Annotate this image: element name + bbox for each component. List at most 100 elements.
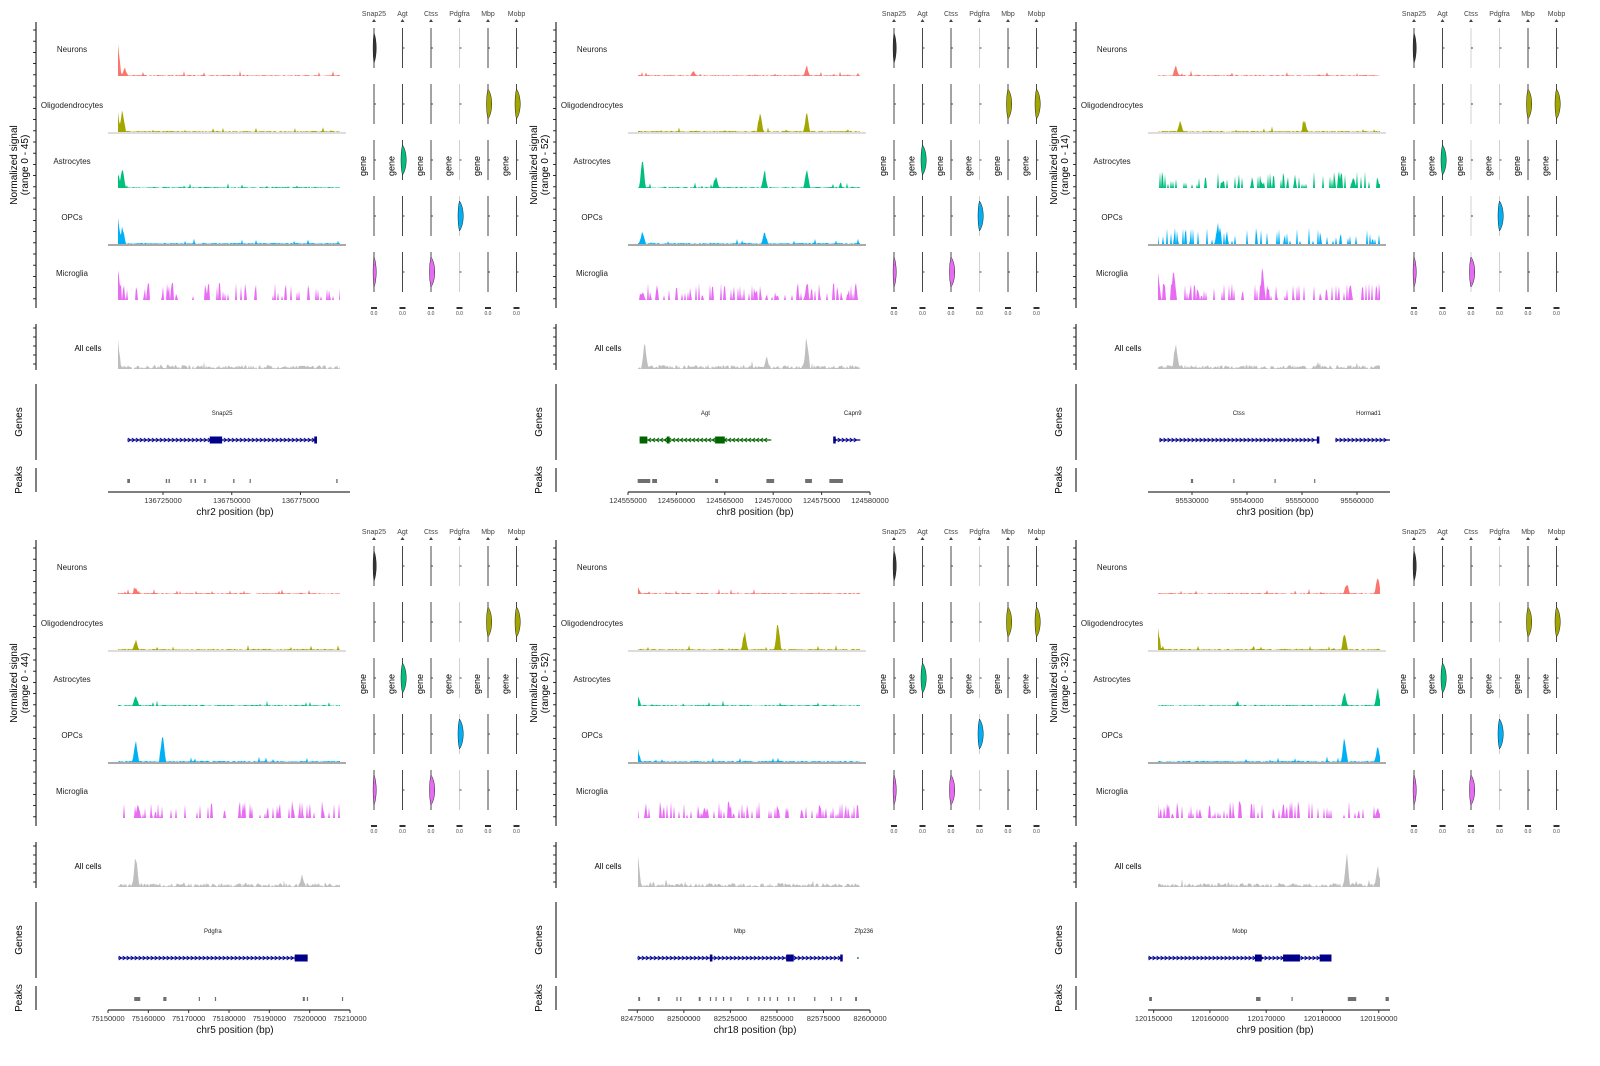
- strand-arrow: [1188, 955, 1193, 961]
- x-tick-label: 82550000: [760, 1014, 793, 1023]
- strand-arrow: [178, 955, 183, 961]
- strand-arrow: [777, 955, 782, 961]
- violin-header-ctss: Ctss: [944, 529, 959, 536]
- strand-arrow: [733, 955, 738, 961]
- strand-arrow: [250, 955, 255, 961]
- genes-track-label: Genes: [534, 407, 545, 436]
- violin-axis-label: gene: [415, 156, 425, 176]
- peak-region: [747, 997, 749, 1001]
- violin-axis-label: gene: [1398, 674, 1408, 694]
- peak-region: [638, 997, 641, 1001]
- strand-arrow: [701, 955, 706, 961]
- x-tick-label: 136725000: [144, 496, 182, 505]
- strand-arrow: [1176, 955, 1181, 961]
- gene-exon: [786, 954, 794, 962]
- strand-arrow: [1251, 437, 1256, 443]
- strand-arrow: [295, 437, 300, 443]
- violin-axis-tick-label: 0.0: [1411, 311, 1418, 317]
- gene-label: Mobp: [1232, 929, 1248, 935]
- strand-arrow: [1187, 437, 1192, 443]
- strand-arrow: [166, 955, 171, 961]
- gene-exon: [639, 436, 648, 444]
- violin-shape: [514, 88, 521, 120]
- violin-shape: [892, 550, 897, 582]
- strand-arrow: [279, 437, 284, 443]
- strand-arrow: [1211, 437, 1216, 443]
- violin-header-marker: [400, 19, 405, 22]
- strand-arrow: [671, 437, 676, 443]
- y-axis-label: Normalized signal: [9, 643, 20, 722]
- strand-arrow: [1267, 437, 1272, 443]
- gene-label: Snap25: [212, 411, 233, 417]
- x-tick-label: 120160000: [1191, 1014, 1229, 1023]
- strand-arrow: [1180, 955, 1185, 961]
- violin-axis-tick: [1525, 307, 1531, 309]
- violin-axis-tick-label: 0.0: [513, 311, 520, 317]
- strand-arrow: [122, 955, 127, 961]
- strand-arrow: [1159, 437, 1164, 443]
- strand-arrow: [849, 437, 854, 443]
- strand-arrow: [1195, 437, 1200, 443]
- violin-shape: [977, 200, 984, 232]
- violin-header-marker: [1526, 537, 1530, 540]
- violin-header-marker: [1440, 19, 1445, 22]
- coverage-astrocytes: [118, 170, 340, 188]
- violin-header-marker: [1440, 537, 1445, 540]
- peak-region: [698, 997, 701, 1001]
- strand-arrow: [1223, 437, 1228, 443]
- violin-axis-label: gene: [1427, 674, 1437, 694]
- violin-header-snap25: Snap25: [1402, 529, 1426, 536]
- strand-arrow: [841, 437, 846, 443]
- violin-shape: [892, 32, 897, 64]
- violin-axis-label: gene: [1427, 156, 1437, 176]
- violin-axis-label: gene: [907, 156, 917, 176]
- x-tick-label: 124580000: [851, 496, 889, 505]
- strand-arrow: [653, 955, 658, 961]
- gene-label: Ctss: [1233, 411, 1245, 417]
- strand-arrow: [1316, 955, 1321, 961]
- violin-axis-label: gene: [1455, 156, 1465, 176]
- strand-arrow: [194, 955, 199, 961]
- strand-arrow: [254, 955, 259, 961]
- peak-region: [793, 997, 795, 1001]
- x-tick-label: 95550000: [1285, 496, 1318, 505]
- violin-header-agt: Agt: [917, 529, 928, 536]
- violin-header-snap25: Snap25: [1402, 11, 1426, 18]
- panel-bottom-right: Normalized signal (range 0 - 32) Neurons Ol…: [1049, 529, 1565, 1036]
- strand-arrow: [1335, 437, 1340, 443]
- gene-label: Agt: [701, 411, 710, 417]
- track-label-oligodendrocytes: Oligodendrocytes: [1081, 101, 1143, 110]
- strand-arrow: [1255, 437, 1260, 443]
- peak-region: [715, 997, 717, 1001]
- strand-arrow: [1300, 955, 1305, 961]
- strand-arrow: [118, 955, 123, 961]
- strand-arrow: [1175, 437, 1180, 443]
- strand-arrow: [1287, 437, 1292, 443]
- strand-arrow: [1304, 955, 1309, 961]
- strand-arrow: [1347, 437, 1352, 443]
- strand-arrow: [195, 437, 200, 443]
- track-label-all-cells: All cells: [74, 344, 101, 353]
- violin-shape: [486, 606, 492, 638]
- strand-arrow: [150, 955, 155, 961]
- strand-arrow: [1299, 437, 1304, 443]
- x-tick-label: 120150000: [1135, 1014, 1173, 1023]
- x-tick-label: 95540000: [1230, 496, 1263, 505]
- strand-arrow: [131, 437, 136, 443]
- gene-exon: [1316, 436, 1320, 444]
- violin-shape: [1526, 88, 1532, 120]
- x-tick-label: 75160000: [132, 1014, 165, 1023]
- violin-axis-tick-label: 0.0: [1005, 311, 1012, 317]
- x-tick-label: 95530000: [1175, 496, 1208, 505]
- violin-header-mbp: Mbp: [1001, 529, 1015, 536]
- strand-arrow: [707, 437, 712, 443]
- strand-arrow: [255, 437, 260, 443]
- violin-axis-label: gene: [415, 674, 425, 694]
- violin-header-marker: [920, 19, 925, 22]
- strand-arrow: [669, 955, 674, 961]
- coverage-oligodendrocytes: [638, 625, 860, 650]
- peak-region: [676, 997, 678, 1001]
- genes-track-label: Genes: [14, 925, 25, 954]
- violin-axis-tick-label: 0.0: [399, 829, 406, 835]
- strand-arrow: [1220, 955, 1225, 961]
